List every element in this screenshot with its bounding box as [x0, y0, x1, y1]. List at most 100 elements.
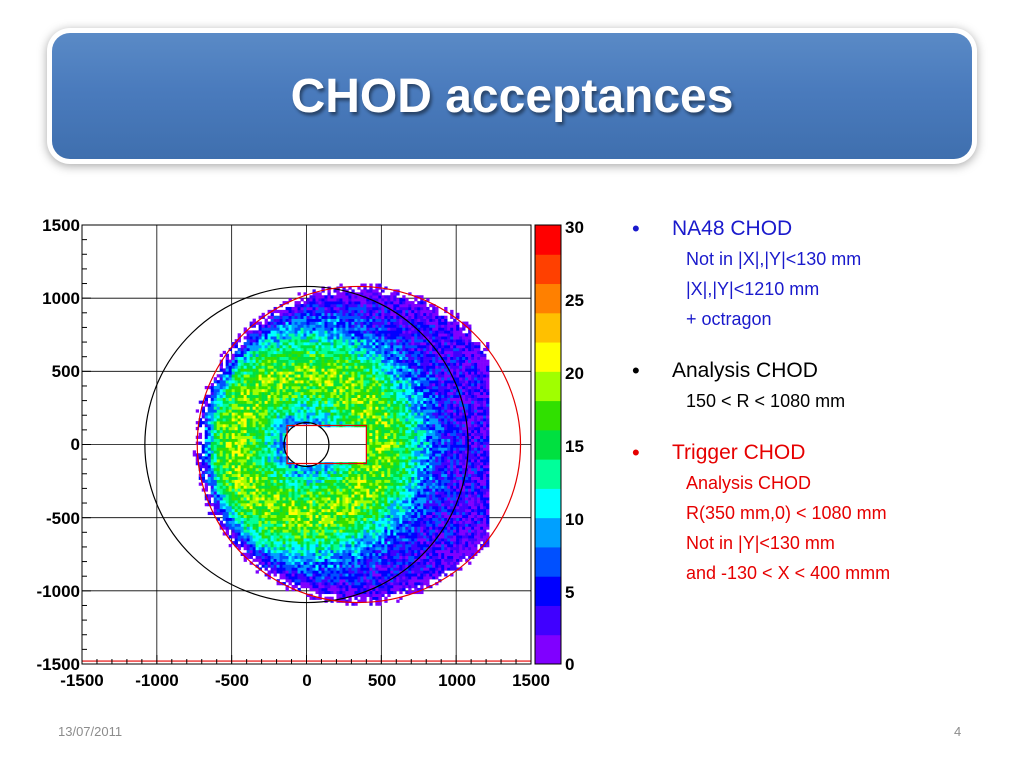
heatmap-cell: [240, 535, 244, 539]
heatmap-cell: [480, 435, 484, 439]
heatmap-cell: [465, 544, 469, 548]
heatmap-cell: [447, 464, 451, 469]
heatmap-cell: [441, 546, 445, 551]
heatmap-cell: [369, 552, 373, 557]
heatmap-cell: [300, 573, 304, 577]
heatmap-cell: [366, 532, 370, 536]
heatmap-cell: [291, 494, 295, 498]
heatmap-cell: [414, 541, 418, 545]
heatmap-cell: [426, 541, 430, 545]
heatmap-cell: [486, 441, 490, 445]
heatmap-cell: [405, 426, 409, 431]
heatmap-cell: [270, 517, 274, 521]
heatmap-cell: [480, 456, 484, 460]
heatmap-cell: [456, 479, 460, 483]
heatmap-cell: [330, 596, 334, 600]
heatmap-cell: [255, 511, 259, 516]
heatmap-cell: [441, 444, 445, 448]
heatmap-cell: [384, 576, 388, 580]
heatmap-cell: [360, 561, 364, 565]
heatmap-cell: [384, 570, 388, 574]
heatmap-cell: [357, 470, 361, 475]
heatmap-cell: [237, 459, 241, 463]
heatmap-cell: [375, 500, 379, 504]
heatmap-cell: [423, 485, 427, 489]
heatmap-cell: [480, 546, 484, 551]
heatmap-cell: [213, 476, 217, 480]
heatmap-cell: [249, 435, 253, 439]
heatmap-cell: [312, 503, 316, 507]
heatmap-cell: [348, 421, 352, 425]
heatmap-cell: [237, 415, 241, 419]
heatmap-cell: [282, 476, 286, 480]
heatmap-cell: [264, 508, 268, 513]
heatmap-cell: [294, 503, 298, 507]
heatmap-cell: [390, 546, 394, 551]
heatmap-cell: [255, 456, 259, 460]
heatmap-cell: [399, 438, 403, 442]
heatmap-cell: [387, 587, 391, 592]
heatmap-cell: [264, 535, 268, 539]
heatmap-cell: [384, 500, 388, 504]
heatmap-cell: [213, 500, 217, 504]
heatmap-cell: [237, 546, 241, 551]
heatmap-cell: [426, 421, 430, 425]
heatmap-cell: [339, 511, 343, 516]
heatmap-cell: [435, 494, 439, 498]
heatmap-cell: [393, 514, 397, 518]
heatmap-cell: [279, 432, 283, 437]
heatmap-cell: [426, 503, 430, 507]
heatmap-cell: [366, 485, 370, 489]
heatmap-cell: [330, 544, 334, 548]
heatmap-cell: [339, 488, 343, 492]
heatmap-cell: [204, 415, 209, 419]
heatmap-cell: [348, 573, 352, 577]
heatmap-cell: [300, 470, 304, 475]
heatmap-cell: [447, 549, 451, 554]
heatmap-cell: [444, 552, 448, 557]
heatmap-cell: [288, 532, 292, 536]
heatmap-cell: [408, 503, 412, 507]
heatmap-cell: [330, 412, 334, 416]
heatmap-cell: [234, 444, 238, 448]
heatmap-cell: [237, 467, 241, 472]
heatmap-cell: [303, 567, 307, 571]
heatmap-cell: [435, 526, 439, 530]
heatmap-cell: [417, 549, 421, 554]
heatmap-cell: [429, 467, 433, 472]
heatmap-cell: [330, 561, 334, 565]
heatmap-cell: [480, 526, 484, 530]
heatmap-cell: [375, 497, 379, 501]
heatmap-cell: [387, 482, 391, 486]
heatmap-cell: [198, 453, 203, 457]
heatmap-cell: [465, 494, 469, 498]
heatmap-cell: [405, 470, 409, 475]
heatmap-cell: [435, 424, 439, 428]
heatmap-cell: [411, 470, 415, 475]
heatmap-cell: [321, 488, 325, 492]
heatmap-cell: [249, 470, 253, 475]
heatmap-cell: [477, 421, 481, 425]
heatmap-cell: [423, 459, 427, 463]
heatmap-cell: [216, 497, 220, 501]
heatmap-cell: [264, 555, 268, 559]
heatmap-cell: [294, 582, 298, 586]
heatmap-cell: [372, 500, 376, 504]
heatmap-cell: [237, 517, 241, 521]
heatmap-cell: [351, 505, 355, 510]
heatmap-cell: [333, 584, 337, 589]
heatmap-cell: [306, 479, 310, 483]
heatmap-cell: [246, 441, 250, 445]
heatmap-cell: [429, 558, 433, 562]
heatmap-cell: [381, 464, 385, 469]
heatmap-cell: [345, 464, 349, 469]
heatmap-cell: [372, 415, 376, 419]
heatmap-cell: [333, 555, 337, 559]
heatmap-cell: [405, 582, 409, 586]
heatmap-cell: [309, 576, 313, 580]
heatmap-cell: [336, 476, 340, 480]
heatmap-cell: [342, 479, 346, 483]
heatmap-cell: [447, 485, 451, 489]
heatmap-cell: [462, 438, 466, 442]
heatmap-cell: [402, 412, 406, 416]
